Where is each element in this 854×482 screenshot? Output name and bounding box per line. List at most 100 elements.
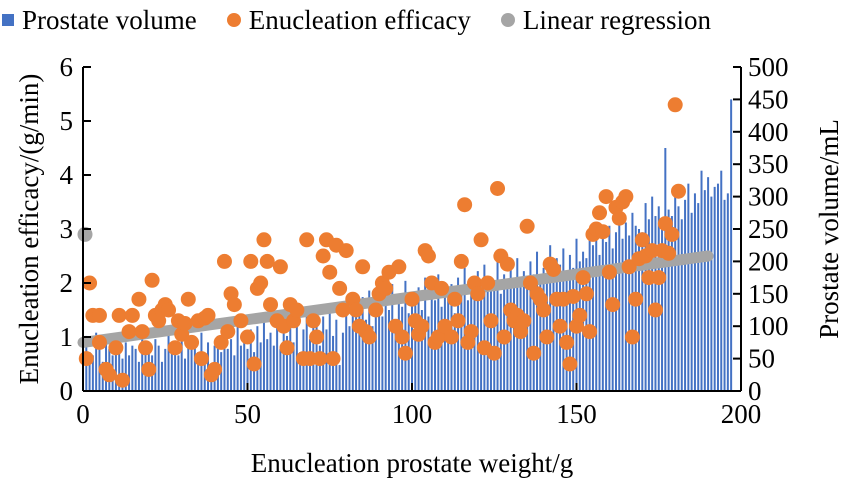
scatter-point xyxy=(447,291,463,307)
y-right-tick-label: 350 xyxy=(748,149,789,179)
legend-item-linear-regression[interactable]: Linear regression xyxy=(500,5,711,36)
bar xyxy=(440,306,443,391)
scatter-point xyxy=(312,351,328,367)
scatter-point xyxy=(572,307,588,323)
bar xyxy=(657,206,660,391)
scatter-point xyxy=(634,232,650,248)
bar xyxy=(601,229,604,391)
x-axis-label: Enucleation prostate weight/g xyxy=(251,448,573,478)
scatter-point xyxy=(651,270,667,286)
scatter-point xyxy=(414,318,430,334)
scatter-point xyxy=(111,307,127,323)
scatter-point xyxy=(473,232,489,248)
scatter-point xyxy=(539,329,555,345)
bar xyxy=(141,335,144,391)
scatter-point xyxy=(256,232,272,248)
scatter-point xyxy=(394,329,410,345)
scatter-point xyxy=(605,297,621,313)
bar xyxy=(170,352,173,391)
bar xyxy=(605,241,608,391)
bar xyxy=(526,280,529,391)
bar xyxy=(509,264,512,391)
scatter-point xyxy=(647,302,663,318)
bar xyxy=(710,196,713,391)
bar xyxy=(700,170,703,391)
bar xyxy=(180,335,183,391)
bar xyxy=(137,361,140,391)
scatter-point xyxy=(526,345,542,361)
scatter-point xyxy=(279,340,295,356)
scatter-point xyxy=(592,205,608,221)
bar xyxy=(285,335,288,391)
bar xyxy=(236,319,239,391)
scatter-point xyxy=(263,297,279,313)
bar xyxy=(720,170,723,391)
scatter-point xyxy=(595,224,611,240)
bar xyxy=(670,216,673,391)
scatter-point xyxy=(443,329,459,345)
scatter-point xyxy=(628,291,644,307)
y-left-tick-label: 3 xyxy=(60,214,74,244)
y-right-tick-label: 200 xyxy=(748,246,789,276)
bar xyxy=(183,358,186,391)
bar xyxy=(598,254,601,391)
y-axis-right-label: Prostate volume/mL xyxy=(814,119,844,339)
legend-item-prostate-volume[interactable]: Prostate volume xyxy=(0,5,197,36)
legend-item-enucleation-efficacy[interactable]: Enucleation efficacy xyxy=(226,4,471,36)
scatter-point xyxy=(299,232,315,248)
bar xyxy=(292,342,295,391)
bar xyxy=(358,313,361,391)
x-tick-label: 200 xyxy=(721,399,762,429)
y-right-tick-label: 500 xyxy=(748,52,789,82)
bar xyxy=(118,352,121,391)
bar xyxy=(318,345,321,391)
scatter-point xyxy=(450,313,466,329)
scatter-point xyxy=(309,329,325,345)
bar xyxy=(664,148,667,391)
bar xyxy=(667,209,670,391)
scatter-point xyxy=(167,340,183,356)
bar xyxy=(730,99,733,392)
scatter-point xyxy=(121,324,137,340)
y-left-tick-label: 2 xyxy=(60,268,74,298)
bar xyxy=(131,345,134,391)
scatter-point xyxy=(496,329,512,345)
scatter-point xyxy=(552,318,568,334)
bar xyxy=(253,352,256,391)
bar xyxy=(315,306,318,391)
x-tick-label: 0 xyxy=(76,399,90,429)
bar xyxy=(519,287,522,391)
bar xyxy=(690,212,693,391)
bar xyxy=(443,290,446,391)
scatter-point xyxy=(134,324,150,340)
bar xyxy=(91,355,94,391)
bar xyxy=(114,339,117,391)
bar xyxy=(427,316,430,391)
scatter-point xyxy=(559,334,575,350)
bar xyxy=(677,206,680,391)
bar xyxy=(693,193,696,391)
legend-label: Enucleation efficacy xyxy=(248,4,471,35)
bar xyxy=(266,339,269,391)
scatter-point xyxy=(101,367,117,383)
bar xyxy=(160,361,163,391)
scatter-point xyxy=(582,324,598,340)
bar xyxy=(529,261,532,391)
bar xyxy=(493,284,496,391)
bar xyxy=(351,306,354,391)
scatter-point xyxy=(391,259,407,275)
bar xyxy=(447,297,450,391)
scatter-point xyxy=(233,313,249,329)
scatter-point xyxy=(490,181,506,196)
bar xyxy=(585,258,588,391)
bar xyxy=(341,332,344,391)
scatter-point xyxy=(601,264,617,280)
scatter-point xyxy=(338,243,354,259)
scatter-point xyxy=(141,361,157,377)
legend-swatch-dot-icon xyxy=(500,13,515,27)
scatter-point xyxy=(253,275,269,291)
scatter-point xyxy=(430,329,446,345)
bar xyxy=(328,310,331,391)
